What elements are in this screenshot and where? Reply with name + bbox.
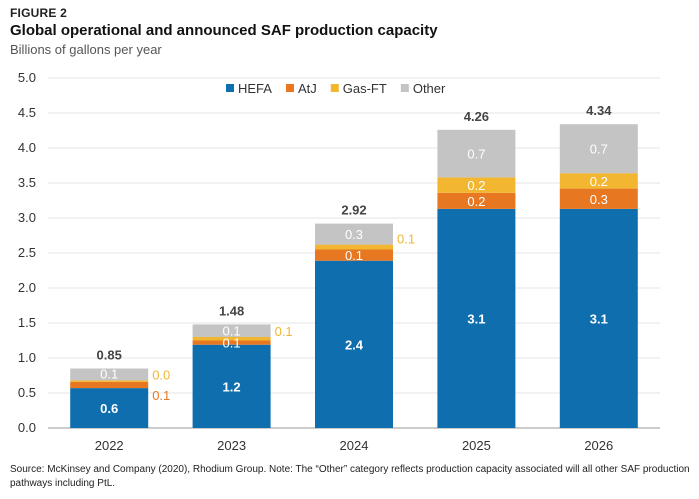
total-label: 0.85 [97,348,122,363]
bar-other-2023 [192,324,271,337]
bar-gas-ft-2025 [437,177,516,193]
data-label-other: 0.1 [100,367,118,382]
x-tick-label: 2026 [584,438,613,453]
y-tick-label: 1.0 [18,350,36,365]
stacked-bar-chart: 0.0 0.5 1.0 1.5 2.0 2.5 3.0 3.5 4.0 4.5 5.0 2022 202… [18,70,660,453]
y-tick-label: 4.0 [18,140,36,155]
y-tick-label: 0.5 [18,385,36,400]
y-tick-label: 4.5 [18,105,36,120]
legend-label-hefa: HEFA [238,81,272,96]
y-tick-label: 5.0 [18,70,36,85]
x-tick-label: 2024 [340,438,369,453]
data-label-atj: 0.2 [467,194,485,209]
data-label-hefa: 2.4 [345,337,364,352]
chart-title: Global operational and announced SAF pro… [10,22,438,39]
data-label-other: 0.1 [223,324,241,339]
legend-label-gas-ft: Gas-FT [343,81,387,96]
chart-subtitle: Billions of gallons per year [10,42,162,57]
y-tick-label: 2.0 [18,280,36,295]
data-label-other: 0.7 [590,142,608,157]
bar-gas-ft-2026 [559,173,638,189]
x-tick-label: 2023 [217,438,246,453]
bar-hefa-2023 [192,344,271,428]
y-tick-label: 1.5 [18,315,36,330]
x-tick-label: 2025 [462,438,491,453]
bar-other-2026 [559,124,638,174]
bar-other-2022 [70,368,149,381]
bar-hefa-2024 [315,260,393,428]
data-label-atj-outside: 0.1 [152,388,170,403]
legend-swatch-hefa [226,84,234,92]
bar-atj-2024 [315,249,393,261]
bars [70,124,638,428]
data-label-gas-ft: 0.2 [467,178,485,193]
legend: HEFA AtJ Gas-FT Other [226,81,446,96]
bar-other-2025 [437,129,516,178]
y-tick-label: 2.5 [18,245,36,260]
bar-gas-ft-2023 [192,337,271,341]
source-note: Source: McKinsey and Company (2020), Rho… [10,464,690,489]
data-label-hefa: 3.1 [467,311,485,326]
bar-hefa-2026 [559,208,638,428]
y-tick-label: 3.0 [18,210,36,225]
data-labels: 0.60.1 0.00.10.851.20.1 0.10.11.482.40.3 0.… [97,103,613,416]
legend-label-other: Other [413,81,446,96]
data-label-gas-ft-outside: 0.1 [275,324,293,339]
y-tick-label: 3.5 [18,175,36,190]
bar-gas-ft-2024 [315,244,393,250]
legend-label-atj: AtJ [298,81,317,96]
data-label-atj: 0.1 [345,248,363,263]
y-tick-label: 0.0 [18,420,36,435]
total-label: 4.26 [464,109,489,124]
data-label-gas-ft-outside: 0.1 [397,232,415,247]
bar-hefa-2025 [437,208,516,428]
data-label-gas-ft-outside: 0.0 [152,367,170,382]
figure-label: FIGURE 2 [10,6,67,20]
bar-atj-2023 [192,340,271,345]
data-label-other: 0.3 [345,227,363,242]
legend-swatch-other [400,84,409,92]
data-label-gas-ft: 0.2 [590,174,608,189]
bar-atj-2026 [559,188,638,209]
bar-hefa-2022 [70,388,149,428]
total-label: 1.48 [219,303,244,318]
bar-atj-2022 [70,381,149,389]
data-label-atj: 0.3 [590,192,608,207]
total-label: 2.92 [341,203,366,218]
bar-atj-2025 [437,192,516,209]
legend-swatch-gas-ft [330,84,339,92]
total-label: 4.34 [586,103,612,118]
data-label-hefa: 3.1 [590,311,608,326]
legend-swatch-atj [285,84,294,92]
data-label-hefa: 1.2 [223,379,241,394]
data-label-other: 0.7 [467,147,485,162]
data-label-hefa: 0.6 [100,401,118,416]
bar-other-2024 [315,223,393,245]
bar-gas-ft-2022 [70,380,149,382]
data-label-atj: 0.1 [223,336,241,351]
x-tick-label: 2022 [95,438,124,453]
